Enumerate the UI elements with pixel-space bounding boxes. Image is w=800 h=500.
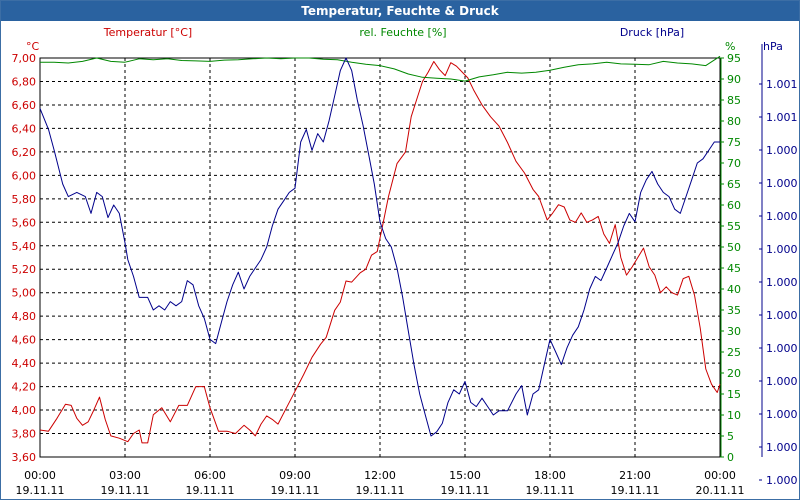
humidity-tick-label: 30 — [727, 325, 741, 338]
x-tick-date: 19.11.11 — [441, 484, 490, 497]
x-tick-date: 19.11.11 — [271, 484, 320, 497]
humidity-tick-label: 0 — [727, 451, 734, 464]
humidity-tick-label: 35 — [727, 304, 741, 317]
x-tick-date: 19.11.11 — [526, 484, 575, 497]
humidity-tick-label: 95 — [727, 52, 741, 65]
plot-area — [39, 57, 721, 458]
x-tick-date: 19.11.11 — [101, 484, 150, 497]
pressure-tick-label: 1.000 — [766, 144, 798, 157]
x-tick-time: 03:00 — [109, 469, 141, 482]
humidity-tick-label: 90 — [727, 73, 741, 86]
legend-humidity: rel. Feuchte [%] — [359, 26, 446, 39]
humidity-tick-label: 60 — [727, 199, 741, 212]
temp-tick-label: 4,40 — [12, 357, 37, 370]
x-tick-time: 15:00 — [449, 469, 481, 482]
humidity-tick-label: 40 — [727, 283, 741, 296]
pressure-tick-label: 1.000 — [766, 309, 798, 322]
x-tick-time: 06:00 — [194, 469, 226, 482]
x-tick-time: 21:00 — [619, 469, 651, 482]
x-tick-time: 18:00 — [534, 469, 566, 482]
humidity-tick-label: 80 — [727, 115, 741, 128]
temp-tick-label: 5,60 — [12, 216, 37, 229]
x-tick-date: 19.11.11 — [356, 484, 405, 497]
temp-tick-label: 6,80 — [12, 75, 37, 88]
temp-tick-label: 6,00 — [12, 169, 37, 182]
x-tick-time: 00:00 — [704, 469, 736, 482]
humidity-unit-label: % — [725, 40, 735, 53]
pressure-tick-label: 1.000 — [766, 441, 798, 454]
temp-tick-label: 3,80 — [12, 428, 37, 441]
temp-tick-label: 4,20 — [12, 381, 37, 394]
temp-unit-label: °C — [26, 40, 40, 53]
x-tick-time: 00:00 — [24, 469, 56, 482]
humidity-tick-label: 5 — [727, 430, 734, 443]
humidity-tick-label: 20 — [727, 367, 741, 380]
pressure-tick-label: 1.000 — [766, 375, 798, 388]
temp-tick-label: 4,60 — [12, 334, 37, 347]
pressure-unit-label: hPa — [763, 40, 783, 53]
pressure-tick-label: 1.000 — [766, 177, 798, 190]
humidity-tick-label: 65 — [727, 178, 741, 191]
humidity-tick-label: 55 — [727, 220, 741, 233]
temp-tick-label: 6,60 — [12, 99, 37, 112]
humidity-tick-label: 50 — [727, 241, 741, 254]
temp-tick-label: 5,20 — [12, 263, 37, 276]
x-tick-date: 20.11.11 — [696, 484, 745, 497]
axes-layer: 3,60 3,80 4,00 4,20 4,40 4,60 4,80 5,00 5,20 5,40… — [12, 44, 798, 497]
humidity-tick-label: 75 — [727, 136, 741, 149]
pressure-line — [39, 57, 720, 437]
pressure-tick-label: 1.001 — [766, 111, 798, 124]
pressure-tick-label: 1.000 — [766, 342, 798, 355]
temp-tick-label: 3,60 — [12, 451, 37, 464]
x-tick-date: 19.11.11 — [16, 484, 65, 497]
series-layer — [39, 55, 721, 444]
grid — [40, 58, 720, 457]
humidity-tick-label: 70 — [727, 157, 741, 170]
humidity-line — [40, 55, 721, 82]
temp-tick-label: 6,20 — [12, 146, 37, 159]
pressure-tick-label: 1.000 — [766, 474, 798, 487]
pressure-tick-label: 1.000 — [766, 408, 798, 421]
temp-tick-label: 5,80 — [12, 193, 37, 206]
pressure-tick-label: 1.000 — [766, 276, 798, 289]
temp-tick-label: 5,40 — [12, 240, 37, 253]
temperature-line — [39, 61, 721, 444]
humidity-tick-label: 25 — [727, 346, 741, 359]
temp-tick-label: 4,00 — [12, 404, 37, 417]
humidity-tick-label: 10 — [727, 409, 741, 422]
pressure-tick-label: 1.000 — [766, 243, 798, 256]
humidity-tick-label: 85 — [727, 94, 741, 107]
pressure-tick-label: 1.000 — [766, 210, 798, 223]
x-tick-time: 09:00 — [279, 469, 311, 482]
x-tick-date: 19.11.11 — [186, 484, 235, 497]
pressure-tick-label: 1.001 — [766, 78, 798, 91]
x-tick-time: 12:00 — [364, 469, 396, 482]
temp-tick-label: 6,40 — [12, 122, 37, 135]
window-title: Temperatur, Feuchte & Druck — [1, 1, 799, 21]
humidity-tick-label: 15 — [727, 388, 741, 401]
temp-tick-label: 5,00 — [12, 287, 37, 300]
legend-pressure: Druck [hPa] — [620, 26, 684, 39]
temp-tick-label: 7,00 — [12, 52, 37, 65]
x-tick-date: 19.11.11 — [611, 484, 660, 497]
legend-temp: Temperatur [°C] — [103, 26, 192, 39]
temp-tick-label: 4,80 — [12, 310, 37, 323]
humidity-tick-label: 45 — [727, 262, 741, 275]
